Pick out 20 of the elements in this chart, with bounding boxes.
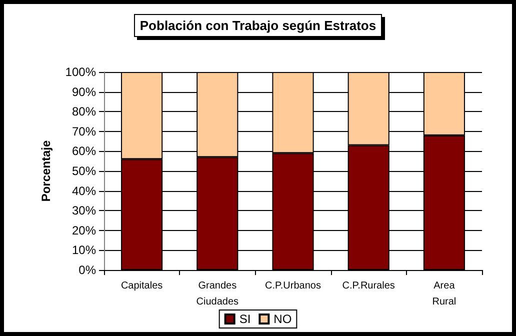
y-tick-label: 90% <box>72 84 96 99</box>
legend-label: SI <box>239 312 251 326</box>
y-tick-label: 100% <box>65 65 96 79</box>
y-tick-label: 20% <box>72 223 96 238</box>
y-tick-label: 10% <box>72 243 96 258</box>
x-tick-label: Capitales <box>120 280 163 292</box>
chart-title: Población con Trabajo según Estratos <box>140 18 376 33</box>
y-tick-label: 40% <box>72 184 96 198</box>
y-tick-label: 80% <box>72 104 96 119</box>
legend-label: NO <box>274 312 292 326</box>
y-tick-label: 0% <box>78 263 96 277</box>
y-tick-label: 70% <box>72 124 96 138</box>
y-axis-title: Porcentaje <box>39 140 53 202</box>
y-tick-label: 60% <box>72 144 96 158</box>
x-tick-label: C.P.Urbanos <box>265 280 321 292</box>
x-tick-label: Area Rural <box>432 280 456 308</box>
y-tick-label: 30% <box>72 204 96 218</box>
x-tick-label: C.P.Rurales <box>342 280 395 292</box>
x-tick-label: Grandes Ciudades <box>196 280 239 308</box>
y-tick-label: 50% <box>72 164 96 178</box>
